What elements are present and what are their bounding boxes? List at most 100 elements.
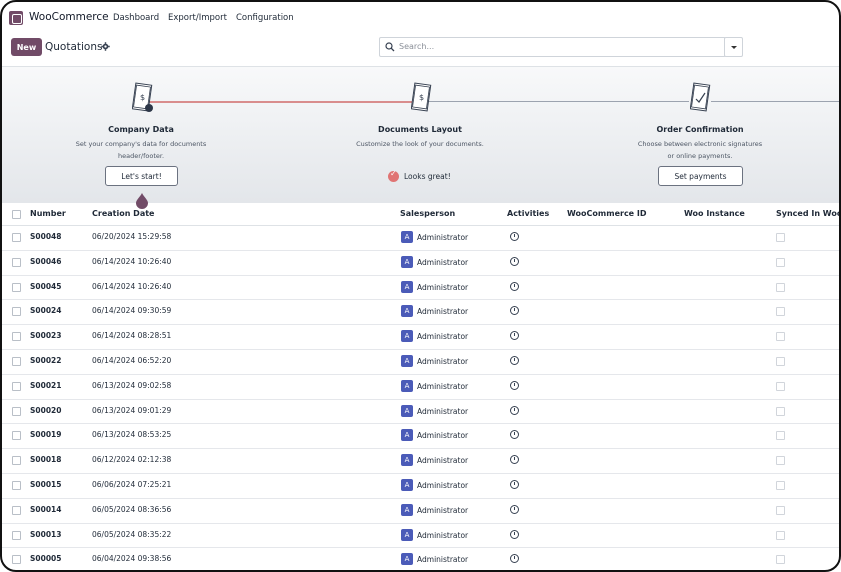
activity-clock-icon[interactable] — [510, 504, 519, 514]
quotation-number: S00019 — [30, 430, 62, 440]
activity-clock-icon[interactable] — [510, 306, 519, 316]
avatar: A — [401, 503, 413, 516]
synced-checkbox — [776, 456, 785, 466]
select-all-checkbox[interactable] — [12, 210, 21, 219]
menu-export-import[interactable]: Export/Import — [168, 13, 227, 23]
column-salesperson[interactable]: Salesperson — [400, 209, 456, 218]
salesperson-name: Administrator — [417, 505, 469, 515]
row-checkbox[interactable] — [12, 481, 21, 490]
avatar: A — [401, 454, 413, 467]
step-description: or online payments. — [667, 152, 733, 160]
table-row[interactable] — [2, 225, 839, 251]
menu-configuration[interactable]: Configuration — [236, 13, 294, 23]
row-checkbox[interactable] — [12, 406, 21, 416]
column-woocommerce-id[interactable]: WooCommerce ID — [567, 209, 647, 218]
synced-checkbox — [776, 505, 785, 515]
row-checkbox[interactable] — [12, 282, 21, 292]
avatar: A — [401, 280, 413, 293]
row-checkbox[interactable] — [12, 332, 21, 342]
search-options-dropdown[interactable] — [724, 37, 743, 57]
column-synced[interactable]: Synced In Wooco — [776, 209, 839, 218]
salesperson-name: Administrator — [417, 282, 469, 292]
avatar: A — [401, 553, 413, 566]
row-checkbox[interactable] — [12, 431, 21, 441]
table-row[interactable] — [2, 275, 839, 301]
new-button[interactable]: New — [11, 38, 42, 56]
row-checkbox[interactable] — [12, 307, 21, 317]
row-checkbox[interactable] — [12, 257, 21, 267]
quotation-number: S00046 — [30, 256, 62, 266]
column-woo-instance[interactable]: Woo Instance — [684, 209, 745, 218]
creation-date: 06/14/2024 10:26:40 — [92, 281, 172, 291]
table-row[interactable] — [2, 324, 839, 350]
woocommerce-logo-icon[interactable] — [9, 11, 23, 25]
table-row[interactable] — [2, 349, 839, 375]
activity-clock-icon[interactable] — [510, 281, 519, 291]
check-badge-icon — [388, 169, 399, 182]
table-row[interactable] — [2, 473, 839, 499]
svg-text:$: $ — [419, 93, 424, 102]
table-row[interactable] — [2, 523, 839, 549]
table-row[interactable] — [2, 374, 839, 400]
table-row[interactable] — [2, 448, 839, 474]
menu-dashboard[interactable]: Dashboard — [113, 13, 160, 23]
gear-icon[interactable] — [101, 42, 110, 51]
synced-checkbox — [776, 233, 785, 242]
activity-clock-icon[interactable] — [510, 455, 519, 465]
avatar: A — [401, 528, 413, 541]
activity-clock-icon[interactable] — [510, 256, 519, 266]
avatar: A — [401, 355, 413, 367]
quotation-number: S00023 — [30, 331, 62, 341]
activity-clock-icon[interactable] — [510, 356, 519, 365]
step-description: header/footer. — [117, 152, 165, 160]
activity-clock-icon[interactable] — [510, 232, 519, 241]
column-creation-date[interactable]: Creation Date — [92, 209, 155, 218]
column-activities[interactable]: Activities — [507, 209, 550, 218]
activity-clock-icon[interactable] — [510, 430, 519, 440]
quotation-number: S00021 — [30, 380, 62, 390]
column-number[interactable]: Number — [30, 209, 66, 218]
table-row[interactable] — [2, 299, 839, 326]
row-checkbox[interactable] — [12, 530, 21, 540]
avatar: A — [401, 404, 413, 417]
creation-date: 06/13/2024 09:01:29 — [92, 405, 172, 415]
row-checkbox[interactable] — [12, 456, 21, 466]
step-description: Customize the look of your documents. — [356, 140, 484, 148]
row-checkbox[interactable] — [12, 357, 21, 366]
row-checkbox[interactable] — [12, 381, 21, 391]
progress-line — [711, 101, 839, 102]
activity-clock-icon[interactable] — [510, 529, 519, 539]
document-icon: $ — [132, 82, 153, 112]
row-checkbox[interactable] — [12, 555, 21, 565]
lets-start-button[interactable]: Let's start! — [105, 166, 178, 186]
table-row[interactable] — [2, 250, 839, 276]
quotation-number: S00013 — [30, 529, 62, 539]
step-title: Documents Layout — [378, 125, 462, 134]
table-row[interactable] — [2, 399, 839, 425]
activity-clock-icon[interactable] — [510, 405, 519, 415]
avatar: A — [401, 379, 413, 392]
search-input[interactable]: Search... — [399, 42, 435, 51]
app-name[interactable]: WooCommerce — [29, 11, 109, 23]
document-signed-icon — [690, 82, 711, 112]
pin-marker-icon — [136, 193, 148, 209]
table-row[interactable] — [2, 423, 839, 450]
row-checkbox[interactable] — [12, 505, 21, 515]
activity-clock-icon[interactable] — [510, 554, 519, 564]
progress-line — [427, 101, 689, 102]
table-row[interactable] — [2, 498, 839, 524]
synced-checkbox — [776, 332, 785, 342]
creation-date: 06/13/2024 08:53:25 — [92, 430, 172, 440]
salesperson-name: Administrator — [417, 307, 469, 317]
quotation-number: S00014 — [30, 504, 62, 514]
synced-checkbox — [776, 282, 785, 292]
quotation-number: S00018 — [30, 455, 62, 465]
row-checkbox[interactable] — [12, 233, 21, 242]
activity-clock-icon[interactable] — [510, 480, 519, 489]
salesperson-name: Administrator — [417, 381, 469, 391]
set-payments-button[interactable]: Set payments — [658, 166, 743, 186]
activity-clock-icon[interactable] — [510, 380, 519, 390]
creation-date: 06/14/2024 10:26:40 — [92, 256, 172, 266]
activity-clock-icon[interactable] — [510, 331, 519, 341]
